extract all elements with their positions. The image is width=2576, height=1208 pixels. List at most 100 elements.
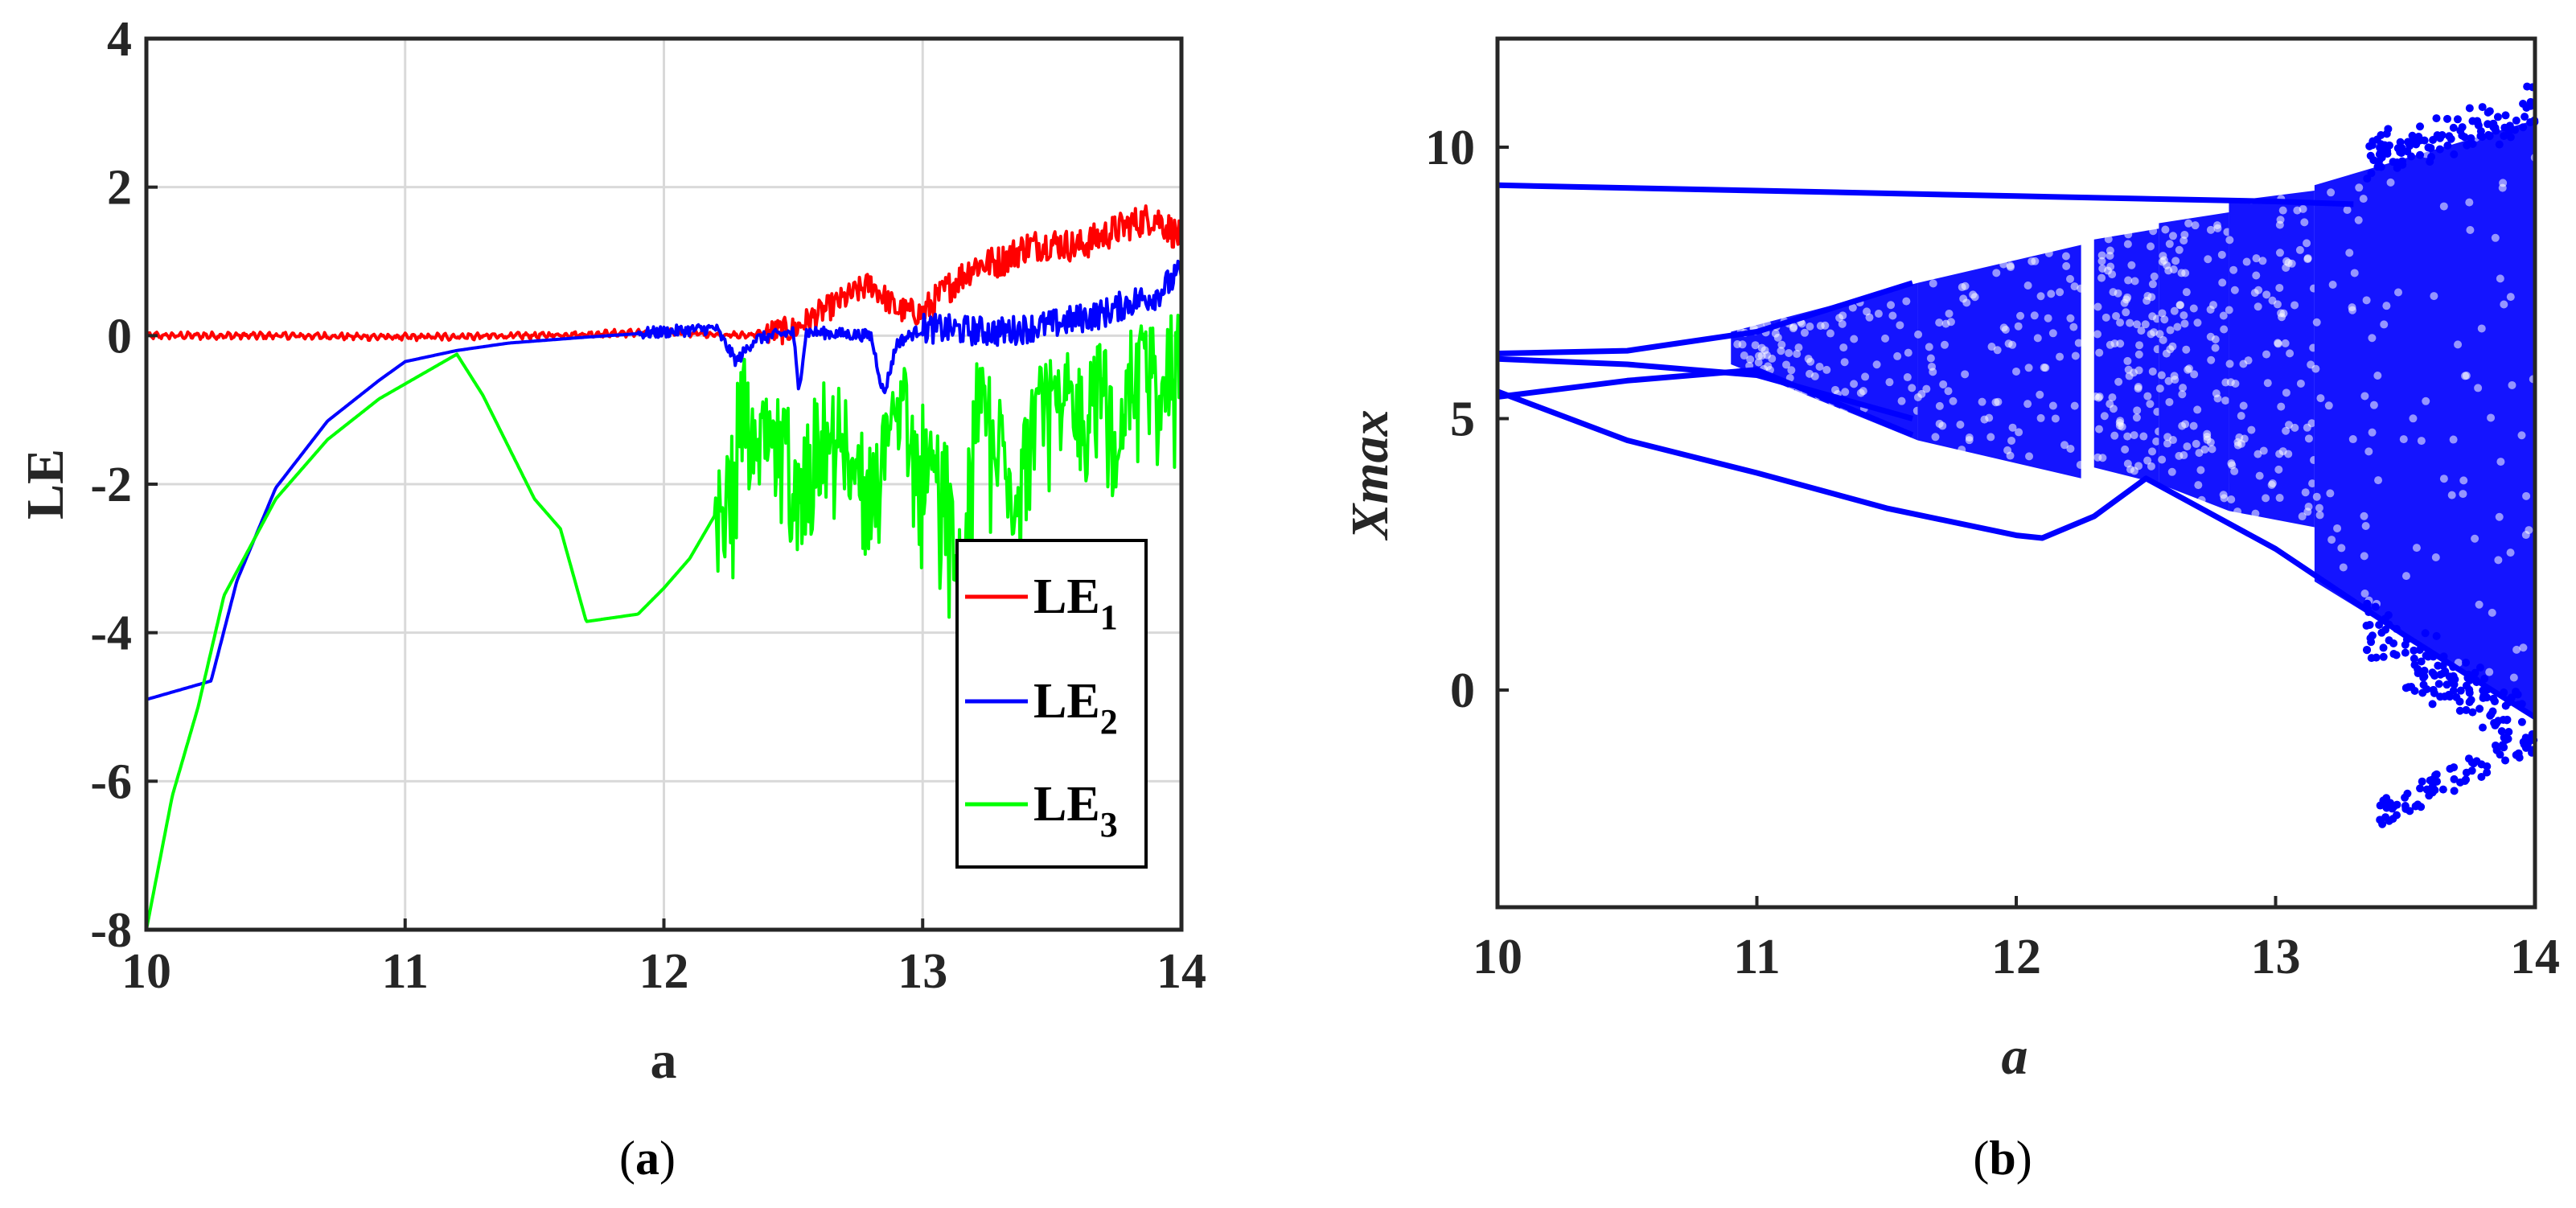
bifurcation-point (2011, 367, 2020, 376)
bifurcation-point (2160, 315, 2169, 324)
bifurcation-point (2121, 445, 2130, 454)
bifurcation-point (2430, 292, 2438, 301)
bifurcation-point (2162, 349, 2171, 358)
bifurcation-point (2483, 768, 2492, 777)
bifurcation-point (2521, 531, 2530, 540)
bifurcation-point (2467, 696, 2475, 705)
bifurcation-point (1733, 340, 1742, 349)
series-line-le2 (146, 259, 1183, 701)
bifurcation-point (1887, 301, 1896, 310)
bifurcation-point (2254, 286, 2263, 294)
bifurcation-point (1885, 378, 1894, 387)
bifurcation-point (2077, 284, 2085, 293)
bifurcation-point (2284, 258, 2293, 267)
bifurcation-point (2491, 123, 2500, 132)
bifurcation-point (2377, 628, 2386, 637)
bifurcation-point (1978, 397, 1986, 406)
bifurcation-point (2095, 348, 2104, 357)
bifurcation-point (2298, 512, 2307, 521)
chaotic-band-1 (1731, 282, 1918, 441)
bifurcation-point (2062, 261, 2071, 270)
bifurcation-point (2124, 230, 2133, 239)
bifurcation-point (2219, 491, 2228, 499)
chaotic-band-5 (2229, 191, 2315, 528)
bifurcation-point (2262, 350, 2271, 359)
periodic-branch-2 (1496, 388, 2537, 720)
legend-label-le2: LE (1033, 674, 1100, 729)
bifurcation-point (2060, 441, 2069, 450)
bifurcation-point (1806, 323, 1814, 331)
bifurcation-point (2276, 216, 2285, 224)
bifurcation-point (2337, 544, 2346, 553)
bifurcation-point (2061, 252, 2070, 261)
bifurcation-point (2427, 153, 2436, 162)
bifurcation-point (2126, 318, 2134, 327)
bifurcation-point (2159, 335, 2167, 344)
bifurcation-point (2167, 467, 2176, 476)
y-tick-label: 5 (1450, 392, 1475, 447)
bifurcation-point (2327, 536, 2336, 544)
panel-a-x-axis-label: a (651, 1031, 677, 1090)
bifurcation-point (2480, 675, 2489, 684)
bifurcation-point (2521, 113, 2529, 121)
bifurcation-point (2485, 668, 2494, 676)
bifurcation-point (1944, 387, 1953, 396)
bifurcation-point (2360, 552, 2369, 561)
bifurcation-point (2386, 178, 2395, 187)
bifurcation-point (2394, 288, 2403, 297)
bifurcation-point (2414, 669, 2422, 678)
bifurcation-point (2217, 250, 2226, 259)
bifurcation-point (2189, 421, 2198, 430)
bifurcation-point (2431, 770, 2440, 779)
bifurcation-point (2504, 126, 2513, 135)
svg-text:LE3: LE3 (1033, 777, 1118, 844)
bifurcation-point (2182, 288, 2191, 297)
bifurcation-point (2239, 360, 2248, 368)
bifurcation-point (2008, 340, 2017, 349)
bifurcation-point (2369, 401, 2378, 409)
bifurcation-point (2141, 320, 2150, 329)
bifurcation-point (2410, 687, 2419, 696)
bifurcation-point (2501, 111, 2510, 120)
y-tick-label: 2 (107, 161, 132, 216)
bifurcation-point (2211, 343, 2220, 352)
bifurcation-point (2420, 666, 2429, 675)
chaotic-band-4 (2159, 212, 2229, 512)
y-tick-label: 0 (107, 309, 132, 364)
bifurcation-point (2316, 394, 2325, 403)
bifurcation-point (2526, 118, 2535, 127)
y-tick-label: -4 (90, 606, 132, 661)
bifurcation-point (1897, 397, 1906, 405)
series-line-le3 (145, 314, 1183, 931)
bifurcation-point (2100, 412, 2109, 421)
bifurcation-point (2463, 141, 2471, 150)
bifurcation-point (1850, 335, 1859, 343)
bifurcation-point (2258, 257, 2267, 265)
bifurcation-point (2449, 123, 2458, 132)
bifurcation-point (1993, 346, 2002, 355)
bifurcation-point (2184, 365, 2192, 374)
bifurcation-point (2368, 631, 2377, 640)
bifurcation-point (2312, 492, 2321, 501)
bifurcation-point (2149, 227, 2158, 236)
bifurcation-point (1782, 360, 1791, 369)
bifurcation-point (2237, 412, 2245, 421)
bifurcation-point (2193, 405, 2202, 414)
bifurcation-point (2175, 301, 2184, 310)
bifurcation-point (2500, 132, 2508, 141)
bifurcation-point (2040, 363, 2048, 372)
bifurcation-point (2275, 283, 2284, 292)
bifurcation-point (2328, 281, 2337, 290)
bifurcation-point (2450, 787, 2459, 795)
bifurcation-point (2491, 233, 2500, 242)
bifurcation-point (2467, 758, 2476, 767)
bifurcation-point (2281, 339, 2290, 347)
bifurcation-point (2290, 423, 2299, 432)
bifurcation-point (2479, 688, 2488, 696)
bifurcation-point (2110, 431, 2119, 440)
bifurcation-point (2438, 130, 2447, 139)
bifurcation-point (2165, 240, 2174, 249)
bifurcation-point (1959, 294, 1968, 303)
bifurcation-point (2439, 669, 2448, 678)
y-tick-label: 10 (1425, 121, 1475, 175)
